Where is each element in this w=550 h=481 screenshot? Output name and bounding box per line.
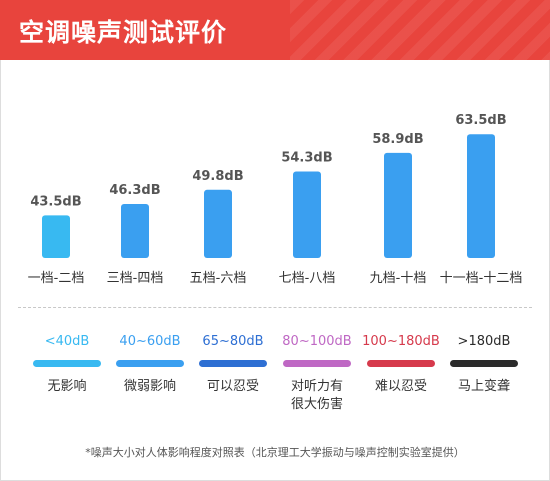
legend-effect: 可以忍受 xyxy=(193,378,273,396)
legend-swatch xyxy=(283,360,351,367)
bar-value-label: 63.5dB xyxy=(455,113,506,128)
legend-swatch xyxy=(450,360,518,367)
bar-4 xyxy=(293,171,321,258)
category-label: 十一档-十二档 xyxy=(440,271,523,286)
header-banner: 空调噪声测试评价 xyxy=(0,0,550,60)
legend-swatch xyxy=(33,360,101,367)
category-label: 七档-八档 xyxy=(279,271,336,286)
legend-effect: 对听力有 很大伤害 xyxy=(277,378,357,414)
legend-range: <40dB xyxy=(44,334,90,349)
legend-range: 40~60dB xyxy=(119,334,181,349)
legend-effect: 马上变聋 xyxy=(444,378,524,396)
legend-effect: 微弱影响 xyxy=(110,378,190,396)
legend-range: >180dB xyxy=(457,334,511,349)
legend-swatch xyxy=(367,360,435,367)
legend-swatch xyxy=(116,360,184,367)
legend-item: 65~80dB 可以忍受 xyxy=(193,332,273,396)
bar-3 xyxy=(204,189,232,258)
legend-effect-line: 难以忍受 xyxy=(374,379,427,394)
legend-effect-line: 马上变聋 xyxy=(457,379,510,394)
legend-effect-line: 可以忍受 xyxy=(206,379,259,394)
legend-effect-line: 很大伤害 xyxy=(290,397,343,412)
legend-range: 80~100dB xyxy=(282,334,352,349)
legend-item: 80~100dB 对听力有很大伤害 xyxy=(277,332,357,414)
bar-1 xyxy=(42,215,70,258)
legend-item: <40dB 无影响 xyxy=(27,332,107,396)
legend-item: 40~60dB 微弱影响 xyxy=(110,332,190,396)
noise-bar-chart: 43.5dB 一档-二档 46.3dB 三档-四档 49.8dB 五档-六档 54.3dB 七… xyxy=(28,113,523,286)
legend-item: >180dB 马上变聋 xyxy=(444,332,524,396)
legend-effect-line: 无影响 xyxy=(47,379,87,394)
category-label: 三档-四档 xyxy=(107,271,164,286)
header-stripes xyxy=(290,0,550,60)
dashed-separator xyxy=(18,307,532,308)
bar-value-label: 54.3dB xyxy=(281,151,332,166)
bar-value-label: 58.9dB xyxy=(372,132,423,147)
legend-range: 65~80dB xyxy=(202,334,264,349)
bar-6 xyxy=(467,134,495,258)
legend-range: 100~180dB xyxy=(362,334,440,349)
legend-swatch xyxy=(199,360,267,367)
category-label: 五档-六档 xyxy=(190,271,247,286)
category-label: 一档-二档 xyxy=(28,271,85,286)
legend-item: 100~180dB 难以忍受 xyxy=(361,332,441,396)
legend-effect: 难以忍受 xyxy=(361,378,441,396)
legend-effect-line: 微弱影响 xyxy=(123,379,176,394)
page-title: 空调噪声测试评价 xyxy=(19,18,228,47)
legend-effect: 无影响 xyxy=(27,378,107,396)
category-label: 九档-十档 xyxy=(370,271,427,286)
bar-value-label: 43.5dB xyxy=(30,194,81,209)
footnote: *噪声大小对人体影响程度对照表（北京理工大学振动与噪声控制实验室提供） xyxy=(85,446,465,459)
legend-effect-line: 对听力有 xyxy=(290,379,343,394)
bar-value-label: 49.8dB xyxy=(192,169,243,184)
bar-2 xyxy=(121,204,149,258)
bar-5 xyxy=(384,152,412,258)
bar-value-label: 46.3dB xyxy=(109,183,160,198)
